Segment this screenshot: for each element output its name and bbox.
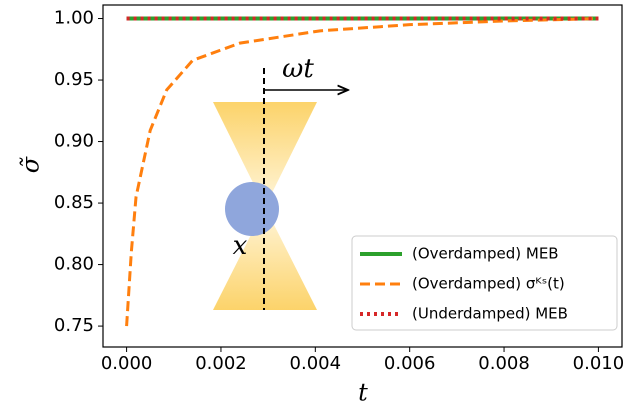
y-tick-label: 0.75 [54, 315, 94, 336]
y-tick-label: 1.00 [54, 8, 94, 29]
legend-label: (Overdamped) MEB [412, 245, 559, 263]
annotation: x [233, 231, 248, 261]
x-axis-label: t [358, 379, 368, 407]
inset-diagram: ωt x [213, 54, 348, 310]
legend: (Overdamped) MEB (Overdamped) σᴷˢ(t) (Unde… [352, 236, 617, 330]
particle [225, 182, 279, 236]
x-tick-label: 0.000 [101, 353, 153, 374]
legend-label: (Underdamped) MEB [412, 305, 568, 323]
y-tick-label: 0.80 [54, 254, 94, 275]
y-tick-label: 0.85 [54, 192, 94, 213]
y-tick-label: 0.90 [54, 131, 94, 152]
legend-label: (Overdamped) σᴷˢ(t) [412, 275, 565, 293]
x-tick-label: 0.004 [290, 353, 342, 374]
y-axis-label: σ̃ [17, 156, 45, 173]
x-tick-label: 0.006 [384, 353, 436, 374]
x-tick-label: 0.010 [573, 353, 625, 374]
x-tick-label: 0.002 [195, 353, 247, 374]
y-tick-label: 0.95 [54, 69, 94, 90]
x-tick-label: 0.008 [478, 353, 530, 374]
chart: ωt x t σ̃ (Overdamped) MEB (Overdamped) σ… [0, 0, 632, 411]
annotation: ωt [282, 54, 314, 84]
